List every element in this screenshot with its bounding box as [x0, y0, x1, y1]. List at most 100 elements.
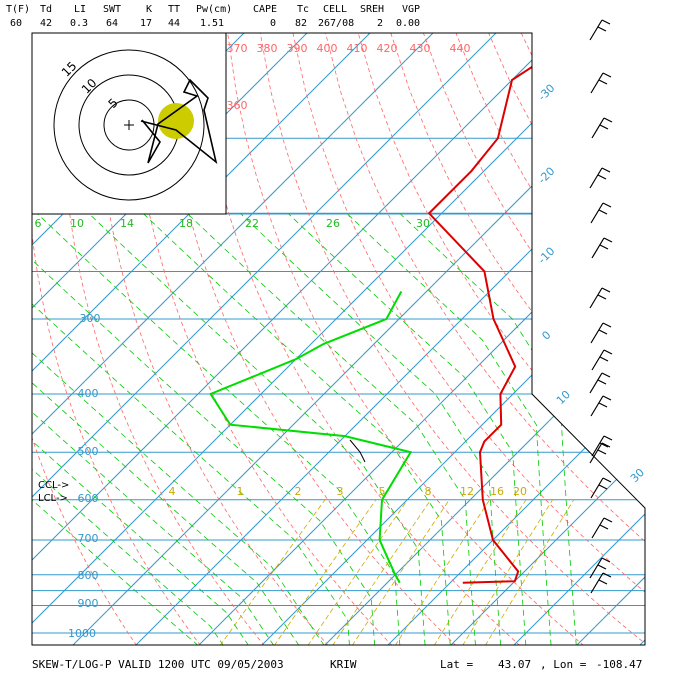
stat-key-sreh: SREH	[360, 4, 385, 15]
mixing-ratio-small-2: 2	[295, 485, 302, 498]
wind-barb-flag	[602, 395, 612, 401]
moist-adiabat--4	[32, 213, 300, 645]
isotherm-label--10: -10	[536, 245, 558, 267]
mixing-ratio-4	[332, 499, 432, 645]
wind-barb-flag	[598, 484, 608, 490]
theta-e-label-10: 10	[70, 217, 84, 230]
moist-adiabat-40	[399, 213, 577, 645]
footer: SKEW-T/LOG-P VALID 1200 UTC 09/05/2003 K…	[0, 654, 680, 676]
dry-adiabat-430	[618, 33, 645, 645]
wind-barb-flag	[598, 329, 608, 335]
footer-station: KRIW	[330, 658, 357, 671]
wind-barb-flag	[603, 517, 613, 523]
wind-barb	[589, 557, 611, 579]
wind-barb-staff	[589, 372, 603, 394]
dry-adiabat-320	[259, 33, 645, 645]
moist-adiabat-36	[346, 213, 552, 645]
hodograph-ring-15	[53, 49, 205, 201]
dry-adiabat-290	[161, 33, 457, 645]
isotherm--20	[197, 33, 645, 645]
wind-barb	[591, 117, 613, 139]
dry-adiabat-280	[129, 33, 393, 645]
wind-barb-staff	[591, 117, 605, 139]
isotherm-label-30: 30	[628, 466, 647, 485]
isotherm-10	[386, 33, 645, 645]
mixing-ratio-label-12: 12	[460, 485, 474, 498]
wind-barb	[590, 72, 612, 94]
pressure-label-500: 500	[78, 445, 99, 458]
wind-barb-staff	[589, 557, 603, 579]
mixing-ratio-3	[307, 499, 408, 645]
storm-motion-marker	[158, 103, 194, 139]
isotherm-label-10: 10	[554, 388, 573, 407]
theta-e-label-26: 26	[326, 217, 340, 230]
isotherm--10	[260, 33, 645, 645]
wind-barb-flag	[602, 477, 612, 483]
stat-val-td: 42	[40, 18, 53, 29]
theta-label-430: 430	[410, 42, 431, 55]
dry-adiabat-260	[61, 33, 265, 645]
stat-key-vgp: VGP	[402, 4, 421, 15]
pressure-label-800: 800	[78, 569, 99, 582]
isotherm-30	[512, 33, 645, 645]
moist-adiabat-0	[32, 213, 325, 645]
wind-barb	[590, 322, 612, 344]
theta-label-380: 380	[257, 42, 278, 55]
dry-adiabat-300	[194, 33, 521, 645]
stat-val-li: 0.3	[70, 18, 89, 29]
wind-barb	[590, 477, 612, 499]
stat-val-tt: 44	[168, 18, 181, 29]
theta-label-440: 440	[450, 42, 471, 55]
pressure-label-600: 600	[78, 492, 99, 505]
stat-key-pw: Pw(cm)	[196, 4, 233, 15]
isotherm--70	[32, 33, 497, 645]
isotherm-20	[449, 33, 645, 645]
wind-barb-flag	[597, 174, 607, 180]
wind-barb-staff	[589, 442, 603, 464]
mixing-ratio-label-5: 5	[379, 485, 386, 498]
wind-barb-flag	[597, 379, 607, 385]
wind-barb	[591, 237, 613, 259]
wind-barb-staff	[590, 395, 604, 417]
moist-adiabat--20	[32, 213, 199, 645]
isotherm--30	[134, 33, 645, 645]
mixing-ratio-small-3: 3	[337, 485, 344, 498]
stat-val-swt: 64	[106, 18, 119, 29]
stat-val-k: 17	[140, 18, 153, 29]
dry-adiabat-410	[553, 33, 645, 645]
stat-key-cape: CAPE	[253, 4, 278, 15]
wind-barb-staff	[590, 72, 604, 94]
stats-header: T(F) 60 Td 42 LI 0.3 SWT 64 K 17 TT 44 P…	[0, 4, 680, 34]
hodograph-trace	[140, 78, 218, 165]
wind-barb	[589, 372, 611, 394]
wind-barb-flag	[601, 19, 611, 25]
wind-barb-flag	[599, 244, 609, 250]
wind-barb-flag	[603, 349, 613, 355]
mixing-ratio-2	[273, 499, 377, 645]
wind-barb-staff	[589, 167, 603, 189]
moist-adiabat-8	[32, 213, 376, 645]
wind-barb-flag	[597, 564, 607, 570]
pressure-label-700: 700	[78, 532, 99, 545]
ccl-annotation: CCL->	[38, 480, 69, 491]
theta-e-label-6: 6	[35, 217, 42, 230]
dry-adiabat-390	[488, 33, 645, 645]
moist-adiabat--8	[32, 213, 275, 645]
isotherm-label-0: 0	[539, 328, 553, 342]
footer-title: SKEW-T/LOG-P VALID 1200 UTC 09/05/2003	[32, 658, 284, 671]
theta-label-420: 420	[377, 42, 398, 55]
wind-barb-flag	[601, 442, 611, 448]
wind-barb-flag	[602, 72, 612, 78]
mixing-ratio-label-20: 20	[513, 485, 527, 498]
stat-val-vgp: 0.00	[396, 18, 421, 29]
stat-key-li: LI	[74, 4, 87, 15]
dry-adiabat-360	[390, 33, 645, 645]
dry-adiabat-330	[292, 33, 645, 645]
theta-label-390: 390	[287, 42, 308, 55]
mixing-ratio-small-1: 1	[237, 485, 244, 498]
mixing-ratio-label-4: 4	[169, 485, 176, 498]
stat-val-tf: 60	[10, 18, 23, 29]
stat-key-tt: TT	[168, 4, 181, 15]
wind-barb-flag	[598, 209, 608, 215]
wind-barb-flag	[599, 524, 609, 530]
